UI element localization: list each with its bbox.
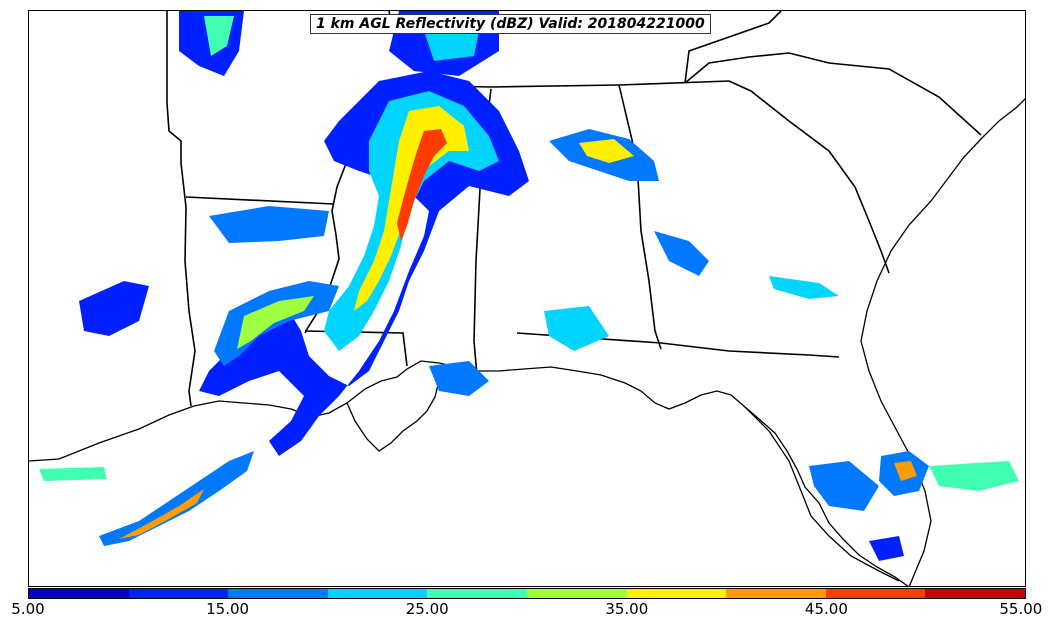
echo-atlantic-scattered bbox=[929, 461, 1019, 491]
echo-band-high bbox=[354, 106, 469, 311]
reflectivity-echoes bbox=[39, 11, 1019, 561]
mississippi-delta bbox=[346, 380, 440, 452]
echo-mobile-cluster bbox=[544, 306, 609, 351]
colorbar-segment bbox=[726, 589, 826, 598]
colorbar-segment bbox=[327, 589, 428, 598]
colorbar-segment bbox=[29, 589, 129, 598]
map-panel bbox=[28, 10, 1026, 587]
border-virginia bbox=[684, 11, 782, 84]
gulf-coastline bbox=[29, 360, 909, 586]
echo-georgia-east bbox=[769, 276, 839, 299]
echo-florida-central bbox=[809, 461, 879, 511]
reflectivity-map bbox=[29, 11, 1025, 586]
echo-arkansas-scattered bbox=[209, 206, 329, 243]
colorbar-segment bbox=[925, 589, 1025, 598]
border-arkansas-louisiana bbox=[185, 196, 335, 205]
echo-band-main bbox=[199, 71, 529, 456]
border-texas-louisiana bbox=[180, 162, 196, 407]
echo-top-core bbox=[424, 31, 479, 61]
echo-texas-cluster bbox=[79, 281, 149, 336]
colorbar bbox=[28, 588, 1026, 599]
colorbar-ticks: 5.00 15.00 25.00 35.00 45.00 55.00 bbox=[11, 600, 1042, 630]
colorbar-segment bbox=[825, 589, 926, 598]
border-georgia-south-carolina bbox=[728, 80, 890, 274]
colorbar-tick-label: 45.00 bbox=[804, 600, 848, 618]
echo-alabama-core bbox=[579, 139, 634, 163]
border-florida-north bbox=[516, 332, 840, 358]
border-north-south-carolina bbox=[828, 62, 982, 136]
boundaries bbox=[29, 98, 1025, 586]
colorbar-segment bbox=[626, 589, 727, 598]
colorbar-tick-label: 5.00 bbox=[11, 600, 45, 618]
echo-georgia-streak bbox=[654, 231, 709, 276]
atlantic-coastline bbox=[860, 98, 1025, 586]
echo-panhandle-scattered bbox=[429, 361, 489, 396]
echo-gulf-west-small bbox=[39, 467, 107, 481]
colorbar-tick-label: 25.00 bbox=[405, 600, 449, 618]
colorbar-tick-label: 55.00 bbox=[999, 600, 1043, 618]
echo-florida-south bbox=[869, 536, 904, 561]
florida-west-coast bbox=[744, 406, 900, 582]
echo-band-peak bbox=[397, 129, 447, 241]
border-alabama-georgia bbox=[618, 84, 662, 350]
border-oklahoma-arkansas bbox=[166, 11, 182, 163]
colorbar-tick-label: 35.00 bbox=[605, 600, 649, 618]
echo-northwest-core bbox=[204, 16, 234, 56]
colorbar-segment bbox=[228, 589, 328, 598]
colorbar-tick-label: 15.00 bbox=[206, 600, 250, 618]
colorbar-segment bbox=[128, 589, 229, 598]
echo-florida-east-core bbox=[894, 461, 917, 481]
echo-gulf-line bbox=[99, 451, 254, 546]
border-tennessee-north-carolina bbox=[684, 52, 830, 84]
echo-louisiana-core bbox=[237, 296, 314, 349]
colorbar-segment bbox=[427, 589, 527, 598]
colorbar-segment bbox=[526, 589, 627, 598]
map-title: 1 km AGL Reflectivity (dBZ) Valid: 20180… bbox=[310, 14, 711, 34]
